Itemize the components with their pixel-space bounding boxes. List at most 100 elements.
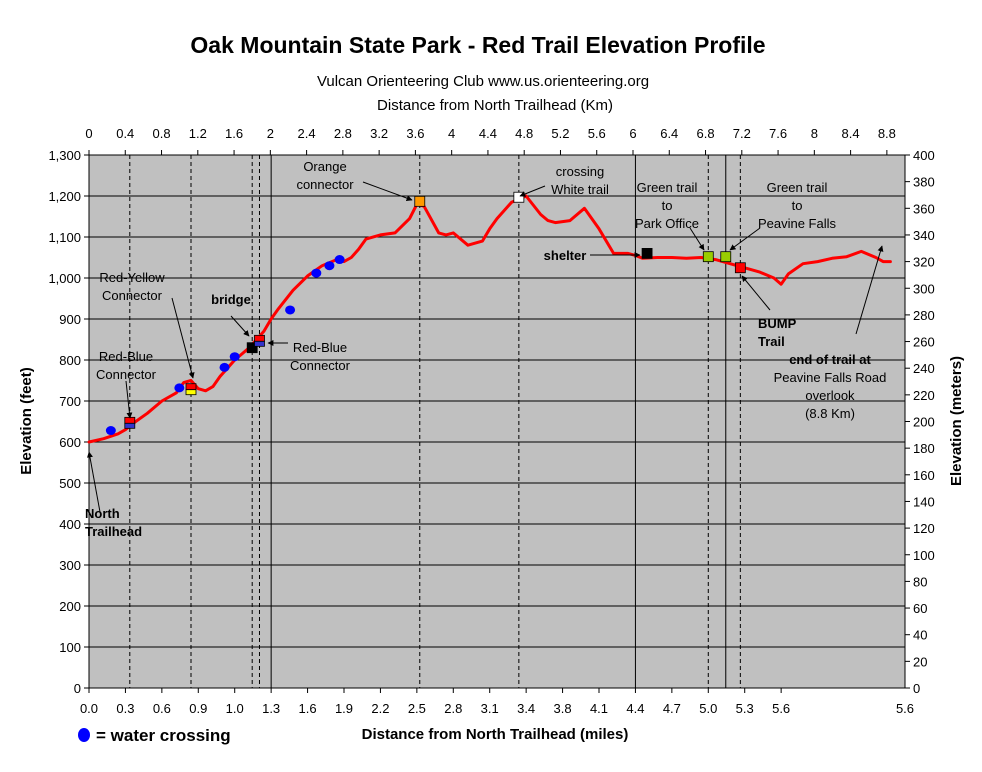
water-crossing-point	[105, 426, 116, 436]
plot-border	[88, 154, 906, 689]
chart-subtitle: Vulcan Orienteering Club www.us.orientee…	[317, 73, 649, 90]
annotation-label: Orange connector	[296, 159, 354, 192]
y2-tick-label: 360	[913, 201, 935, 216]
x2-tick-label: 8.8	[878, 126, 896, 141]
y-tick-label: 400	[59, 517, 81, 532]
x-tick-label: 5.6	[896, 701, 914, 716]
x2-tick-label: 4.4	[479, 126, 497, 141]
y2-tick-label: 100	[913, 548, 935, 563]
x-tick-label: 3.4	[517, 701, 535, 716]
x-tick-label: 4.4	[626, 701, 644, 716]
marker-point-lower	[185, 389, 197, 396]
y-tick-label: 500	[59, 476, 81, 491]
x2-tick-label: 6	[629, 126, 636, 141]
y-tick-label: 1,300	[48, 148, 81, 163]
marker-point-lower	[254, 340, 265, 347]
y2-tick-label: 20	[913, 654, 927, 669]
annotation-label: Green trail to Peavine Falls	[758, 180, 837, 231]
x-tick-label: 3.8	[554, 701, 572, 716]
legend: = water crossing	[78, 726, 231, 745]
x-tick-label: 2.8	[444, 701, 462, 716]
annotation-label: Red-Yellow Connector	[99, 270, 165, 303]
water-crossing-point	[334, 255, 345, 265]
y2-tick-label: 0	[913, 681, 920, 696]
annotation-arrow	[855, 245, 884, 335]
x-tick-label: 0.0	[80, 701, 98, 716]
marker-point	[185, 383, 197, 391]
annotation-label: shelter	[544, 248, 587, 263]
y2-tick-label: 160	[913, 468, 935, 483]
x2-tick-label: 0.4	[116, 126, 134, 141]
x2-tick-label: 1.6	[225, 126, 243, 141]
annotation-arrow	[362, 181, 413, 201]
x2-tick-label: 4	[448, 126, 455, 141]
annotation-label: end of trail at	[789, 352, 871, 367]
y2-tick-label: 400	[913, 148, 935, 163]
y-tick-label: 1,200	[48, 189, 81, 204]
y2-tick-label: 60	[913, 601, 927, 616]
x2-tick-label: 6.4	[660, 126, 678, 141]
x2-tick-label: 7.2	[733, 126, 751, 141]
plot-background	[89, 155, 905, 688]
annotation-label: bridge	[211, 292, 251, 307]
x-tick-label: 1.6	[299, 701, 317, 716]
x-tick-label: 3.1	[481, 701, 499, 716]
annotation-label: Red-Blue Connector	[290, 340, 351, 373]
legend-label: = water crossing	[96, 726, 231, 745]
series-line	[87, 194, 892, 444]
y2-tick-label: 300	[913, 281, 935, 296]
annotation-arrow	[230, 315, 250, 337]
annotation-arrow	[87, 451, 101, 513]
y2-tick-label: 80	[913, 574, 927, 589]
annotation-label: Green trail to Park Office	[635, 180, 699, 231]
x-tick-label: 0.9	[189, 701, 207, 716]
x-axis-label: Distance from North Trailhead (miles)	[362, 726, 629, 743]
marker-point	[513, 191, 525, 203]
y2-tick-label: 260	[913, 335, 935, 350]
y-tick-label: 800	[59, 353, 81, 368]
annotation-arrow	[171, 297, 195, 379]
y2-tick-label: 220	[913, 388, 935, 403]
x2-axis-label: Distance from North Trailhead (Km)	[377, 97, 613, 114]
x-tick-label: 1.3	[262, 701, 280, 716]
x-tick-label: 4.1	[590, 701, 608, 716]
y2-tick-label: 180	[913, 441, 935, 456]
x2-tick-label: 5.6	[588, 126, 606, 141]
annotation-label: North Trailhead	[85, 506, 142, 539]
water-crossing-point	[229, 352, 240, 362]
x2-tick-label: 7.6	[769, 126, 787, 141]
x2-tick-label: 0	[85, 126, 92, 141]
y-tick-label: 100	[59, 640, 81, 655]
marker-point	[414, 195, 426, 207]
x2-tick-label: 4.8	[515, 126, 533, 141]
x2-tick-label: 2.4	[298, 126, 316, 141]
water-crossing-point	[311, 268, 322, 278]
marker-point	[246, 342, 258, 354]
plot-area: 01002003004005006007008009001,0001,1001,…	[48, 126, 934, 716]
annotation-arrow	[519, 185, 546, 197]
legend-water-crossing-icon	[78, 728, 90, 742]
chart-title: Oak Mountain State Park - Red Trail Elev…	[190, 32, 765, 58]
annotation-arrow	[689, 227, 705, 251]
x-tick-label: 0.3	[116, 701, 134, 716]
x-tick-label: 0.6	[153, 701, 171, 716]
y2-tick-label: 380	[913, 175, 935, 190]
y2-tick-label: 340	[913, 228, 935, 243]
water-crossing-point	[219, 362, 230, 372]
x-tick-label: 5.3	[736, 701, 754, 716]
x2-tick-label: 3.2	[370, 126, 388, 141]
x2-tick-label: 6.8	[696, 126, 714, 141]
y-tick-label: 600	[59, 435, 81, 450]
water-crossing-point	[324, 261, 335, 271]
x2-tick-label: 0.8	[152, 126, 170, 141]
x2-tick-label: 8	[811, 126, 818, 141]
y2-tick-label: 280	[913, 308, 935, 323]
x2-tick-label: 5.2	[551, 126, 569, 141]
x-tick-label: 5.6	[772, 701, 790, 716]
y2-tick-label: 40	[913, 628, 927, 643]
y2-tick-label: 140	[913, 494, 935, 509]
annotation-label: crossing White trail	[551, 164, 609, 197]
x-tick-label: 1.9	[335, 701, 353, 716]
